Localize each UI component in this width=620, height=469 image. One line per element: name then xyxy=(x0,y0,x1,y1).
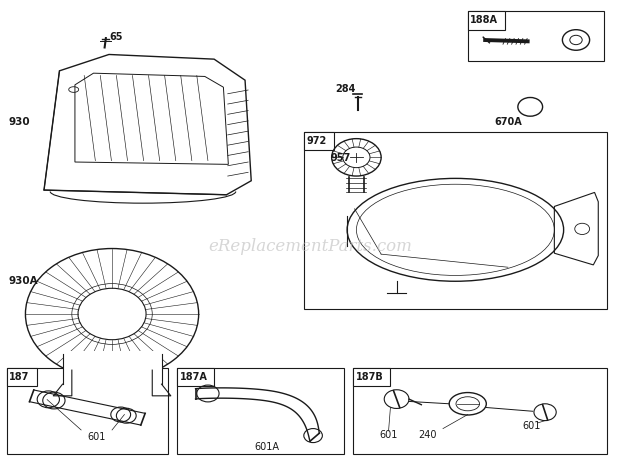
Bar xyxy=(304,132,334,151)
Text: 930: 930 xyxy=(8,117,30,127)
Bar xyxy=(467,11,604,61)
Text: 601A: 601A xyxy=(254,442,279,452)
Text: 601: 601 xyxy=(379,430,398,439)
Bar xyxy=(467,11,505,30)
Text: 187A: 187A xyxy=(179,372,207,382)
Text: 284: 284 xyxy=(335,84,356,94)
Bar xyxy=(7,368,168,454)
Text: 65: 65 xyxy=(109,32,123,42)
Text: 187: 187 xyxy=(9,372,30,382)
Bar xyxy=(177,368,344,454)
Text: 601: 601 xyxy=(522,421,541,431)
Text: 240: 240 xyxy=(418,430,436,439)
Text: eReplacementParts.com: eReplacementParts.com xyxy=(208,238,412,255)
Text: 972: 972 xyxy=(306,136,327,146)
Bar xyxy=(304,132,607,310)
Text: 601: 601 xyxy=(87,431,106,441)
Bar xyxy=(353,368,607,454)
Text: 670A: 670A xyxy=(494,117,522,127)
Bar xyxy=(353,368,391,386)
Bar xyxy=(177,368,214,386)
Bar xyxy=(63,351,162,384)
Bar xyxy=(7,368,37,386)
Text: 187B: 187B xyxy=(356,372,384,382)
Text: 957: 957 xyxy=(330,153,351,163)
Text: 930A: 930A xyxy=(8,276,38,286)
Text: 188A: 188A xyxy=(470,15,498,25)
